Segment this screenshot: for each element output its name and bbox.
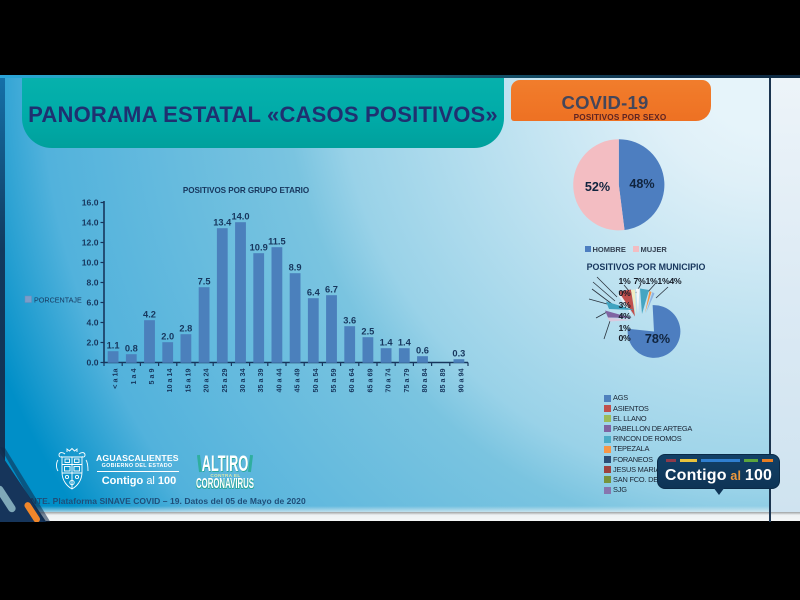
svg-text:4.2: 4.2 [143,310,156,320]
svg-text:0.8: 0.8 [125,344,138,354]
svg-text:10.0: 10.0 [82,258,99,268]
svg-text:60 a 64: 60 a 64 [347,369,356,393]
svg-text:6.7: 6.7 [325,285,338,295]
svg-text:52%: 52% [585,180,610,194]
svg-text:25 a 29: 25 a 29 [220,369,229,393]
svg-text:80 a 84: 80 a 84 [420,369,429,393]
svg-text:< a 1a: < a 1a [111,368,120,389]
svg-text:8.9: 8.9 [289,263,302,273]
svg-text:55 a 59: 55 a 59 [329,369,338,393]
svg-text:12.0: 12.0 [82,238,99,248]
svg-text:7.5: 7.5 [198,277,211,287]
svg-text:PORCENTAJE: PORCENTAJE [34,296,82,305]
svg-text:0.3: 0.3 [452,349,465,359]
svg-text:16.0: 16.0 [82,198,99,208]
svg-text:1.4: 1.4 [398,338,412,348]
svg-text:15 a 19: 15 a 19 [183,369,192,393]
svg-text:1.1: 1.1 [107,341,120,351]
svg-text:2.0: 2.0 [161,332,174,342]
svg-text:78%: 78% [645,332,670,346]
svg-text:11.5: 11.5 [268,237,286,247]
svg-text:14.0: 14.0 [82,218,99,228]
svg-text:30 a 34: 30 a 34 [238,369,247,393]
svg-text:3.6: 3.6 [343,316,356,326]
svg-text:75 a 79: 75 a 79 [402,369,411,393]
svg-text:0.0: 0.0 [87,358,99,368]
svg-text:1.4: 1.4 [380,338,394,348]
svg-text:2.5: 2.5 [361,327,374,337]
svg-text:20 a 24: 20 a 24 [202,369,211,393]
svg-text:6.4: 6.4 [307,288,321,298]
svg-text:40 a 44: 40 a 44 [274,369,283,393]
svg-text:50 a 54: 50 a 54 [311,369,320,393]
svg-text:35 a 39: 35 a 39 [256,369,265,393]
svg-text:4.0: 4.0 [87,318,99,328]
svg-text:65 a 69: 65 a 69 [365,369,374,393]
svg-text:1 a 4: 1 a 4 [129,369,138,385]
svg-text:13.4: 13.4 [213,218,232,228]
svg-text:45 a 49: 45 a 49 [293,369,302,393]
svg-text:90 a 94: 90 a 94 [456,369,465,393]
svg-text:14.0: 14.0 [231,212,249,222]
svg-text:10 a 14: 10 a 14 [165,369,174,393]
svg-text:POSITIVOS POR GRUPO ETARIO: POSITIVOS POR GRUPO ETARIO [183,186,309,195]
svg-text:10.9: 10.9 [250,243,268,253]
svg-text:2.0: 2.0 [87,338,99,348]
svg-text:85 a 89: 85 a 89 [438,369,447,393]
svg-text:0.6: 0.6 [416,346,429,356]
svg-text:5 a 9: 5 a 9 [147,369,156,385]
svg-text:2.8: 2.8 [179,324,192,334]
svg-text:48%: 48% [629,177,654,191]
svg-text:6.0: 6.0 [87,298,99,308]
svg-text:8.0: 8.0 [87,278,99,288]
svg-text:70 a 74: 70 a 74 [384,369,393,393]
